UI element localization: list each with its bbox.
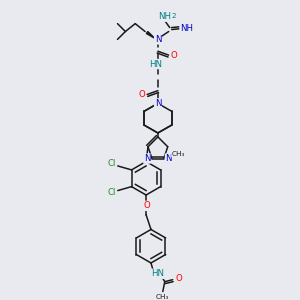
Polygon shape <box>146 32 155 38</box>
Text: N: N <box>166 154 172 163</box>
Text: CH₃: CH₃ <box>156 294 169 300</box>
Text: CH₃: CH₃ <box>172 151 185 157</box>
Text: O: O <box>139 90 145 99</box>
Text: HN: HN <box>149 59 162 68</box>
Text: 2: 2 <box>171 13 176 19</box>
Text: NH: NH <box>158 12 171 21</box>
Text: HN: HN <box>152 269 164 278</box>
Text: O: O <box>175 274 182 283</box>
Text: N: N <box>154 35 161 44</box>
Text: N: N <box>154 99 161 108</box>
Text: O: O <box>170 51 177 60</box>
Text: Cl: Cl <box>108 160 116 169</box>
Text: O: O <box>144 201 150 210</box>
Text: NH: NH <box>180 24 193 33</box>
Text: N: N <box>144 154 150 163</box>
Text: Cl: Cl <box>108 188 116 197</box>
